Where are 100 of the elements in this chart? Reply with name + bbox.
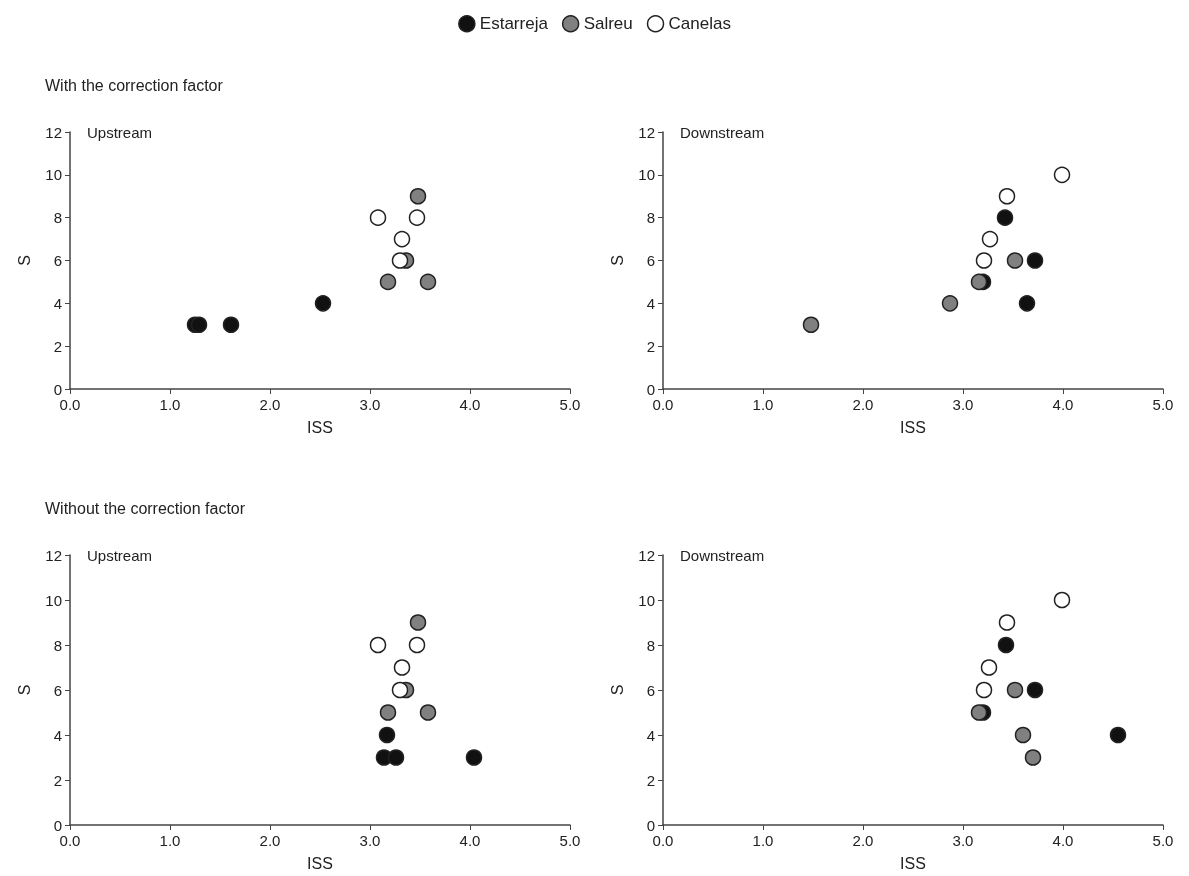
x-tick-label: 4.0 [459,832,481,849]
y-axis-title: S [15,255,33,266]
x-tick-label: 0.0 [59,396,81,413]
y-tick-label: 10 [45,166,62,184]
y-tick-label: 0 [646,380,655,398]
point [1024,749,1042,766]
x-tick-label: 3.0 [952,396,974,413]
x-tick-label: 5.0 [559,396,581,413]
point [998,188,1016,205]
x-tick-label: 0.0 [652,832,674,849]
chart-subtitle: Downstream [680,547,765,564]
y-tick-label: 6 [53,252,62,269]
point [379,704,397,721]
chart-title: With the correction factor [45,76,224,94]
y-axis-title: S [608,684,626,696]
y-tick-label: 10 [638,166,655,184]
y-tick-label: 4 [53,294,62,312]
y-tick-label: 0 [646,816,655,834]
point [1109,726,1127,744]
y-axis-title: S [608,255,626,266]
y-axis-title: S [15,684,33,696]
y-tick-label: 10 [45,591,62,609]
point [1018,295,1036,312]
y-tick-label: 4 [646,294,655,312]
y-tick-label: 8 [646,209,655,227]
y-tick-label: 0 [53,816,62,834]
x-tick-label: 2.0 [852,396,874,413]
y-tick-label: 8 [646,636,655,654]
y-tick-label: 4 [646,726,655,744]
legend-label: Estarreja [479,14,549,34]
point [222,316,240,333]
y-tick-label: 2 [646,771,655,789]
point [1006,252,1024,269]
point [391,681,409,699]
point [419,704,437,721]
point [409,614,427,631]
chart-subtitle: Upstream [87,547,153,564]
point [970,704,988,721]
point [981,230,999,248]
point [1026,681,1044,699]
point [408,636,426,654]
x-tick-label: 5.0 [1152,832,1174,849]
point [802,316,820,333]
point [393,230,411,248]
point [378,726,396,744]
x-tick-label: 4.0 [1052,832,1074,849]
x-tick-label: 3.0 [952,832,974,849]
point [391,252,409,269]
point [314,295,332,312]
legend-label: Salreu [583,14,633,34]
point [1026,252,1044,269]
point [369,636,387,654]
legend-label: Canelas [668,14,731,34]
x-tick-label: 0.0 [59,832,81,849]
point [465,749,483,766]
x-tick-label: 1.0 [159,832,181,849]
point [190,316,208,333]
point [996,209,1014,226]
point [1053,166,1071,184]
point [941,295,959,312]
x-tick-label: 0.0 [652,396,674,413]
y-tick-label: 2 [53,337,62,355]
chart-subtitle: Downstream [680,124,765,141]
x-axis-title: ISS [307,854,333,872]
point [419,273,437,291]
x-tick-label: 4.0 [1052,396,1074,413]
y-tick-label: 8 [53,636,62,654]
x-tick-label: 3.0 [359,832,381,849]
point [387,749,405,766]
chart-title: Without the correction factor [45,499,246,517]
point [379,273,397,291]
x-tick-label: 5.0 [559,832,581,849]
x-tick-label: 1.0 [752,396,774,413]
x-tick-label: 5.0 [1152,396,1174,413]
y-tick-label: 6 [53,681,62,699]
x-axis-title: ISS [307,418,333,436]
point [1014,726,1032,744]
x-tick-label: 1.0 [159,396,181,413]
x-tick-label: 1.0 [752,832,774,849]
x-axis-title: ISS [900,854,926,872]
x-axis-title: ISS [900,418,926,436]
y-tick-label: 12 [45,123,62,141]
y-tick-label: 2 [646,337,655,355]
point [975,681,993,699]
point [970,273,988,291]
y-tick-label: 6 [646,252,655,269]
y-tick-label: 2 [53,771,62,789]
y-tick-label: 12 [638,123,655,141]
x-tick-label: 2.0 [259,832,281,849]
y-tick-label: 0 [53,380,62,398]
x-tick-label: 3.0 [359,396,381,413]
x-tick-label: 2.0 [852,832,874,849]
y-tick-label: 10 [638,591,655,609]
y-tick-label: 12 [638,546,655,564]
x-tick-label: 4.0 [459,396,481,413]
y-tick-label: 4 [53,726,62,744]
point [1006,681,1024,699]
x-tick-label: 2.0 [259,396,281,413]
y-tick-label: 8 [53,209,62,227]
point [1053,591,1071,609]
